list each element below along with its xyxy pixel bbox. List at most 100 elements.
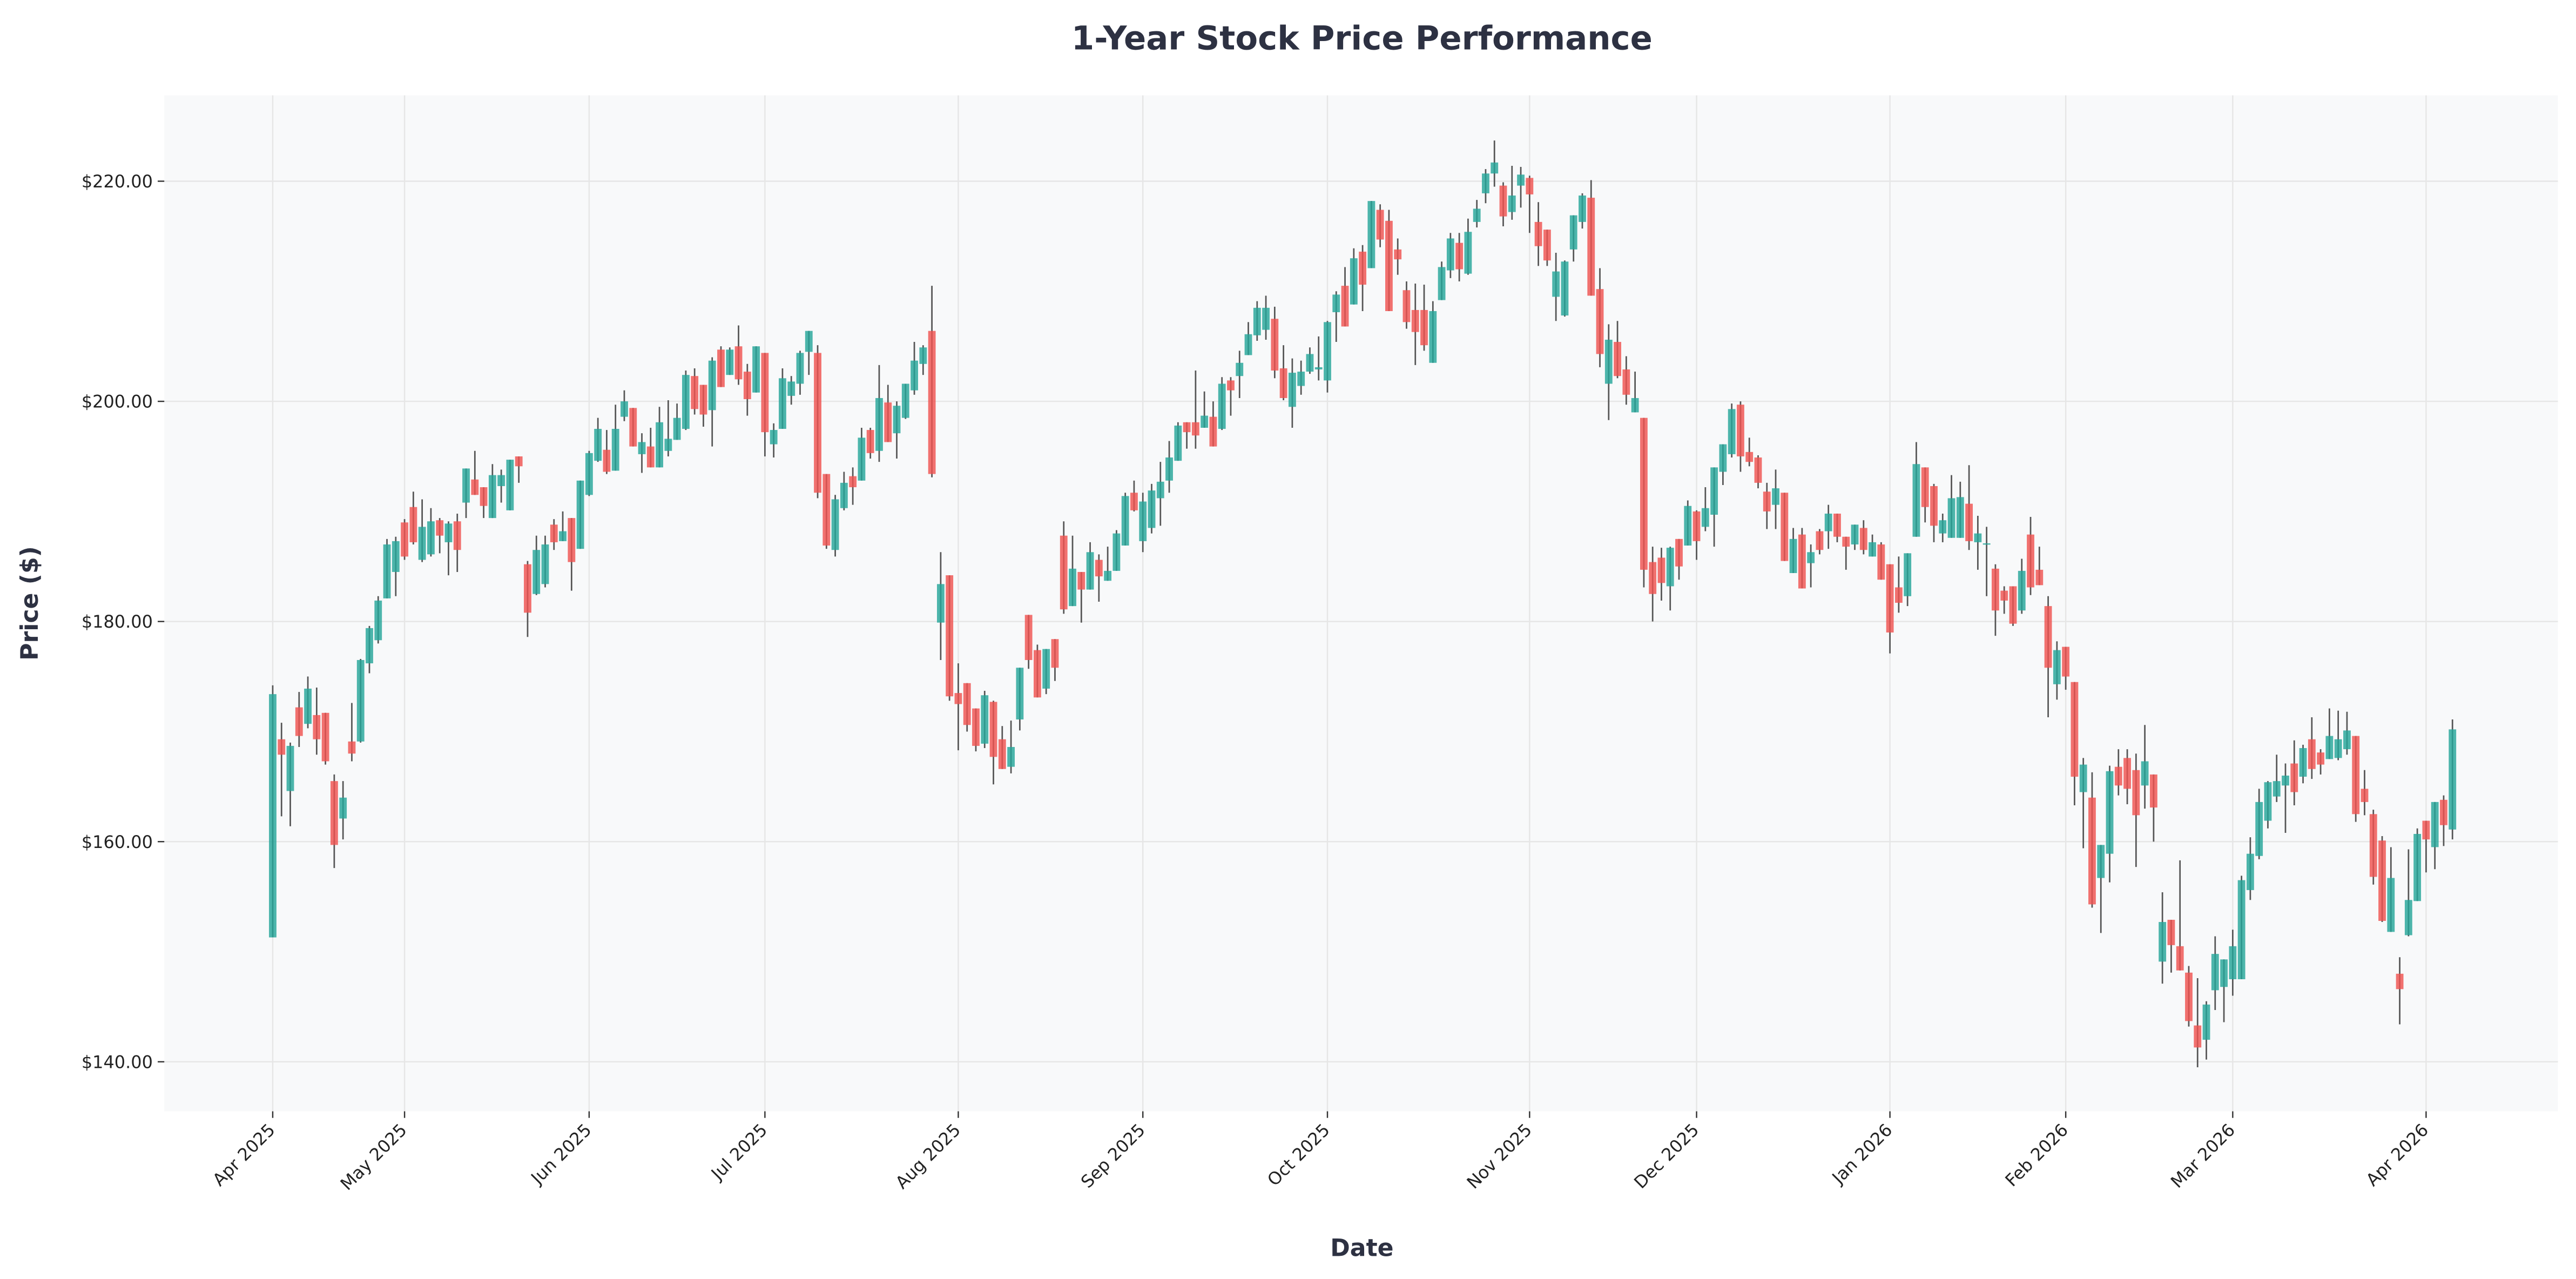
candle-down xyxy=(2396,957,2404,1025)
candle-body xyxy=(1833,513,1841,537)
candle-body xyxy=(866,430,874,453)
candle-body xyxy=(2000,590,2008,601)
candle-up xyxy=(1789,528,1797,573)
candle-down xyxy=(1965,465,1973,550)
candle-body xyxy=(1104,570,1112,581)
candle-down xyxy=(1992,564,1999,636)
candle-down xyxy=(1051,639,1059,681)
candle-up xyxy=(374,596,382,644)
candle-body xyxy=(506,460,514,510)
candle-body xyxy=(1728,409,1736,454)
candle-body xyxy=(1877,544,1885,580)
candle-up xyxy=(1007,721,1015,773)
candle-body xyxy=(814,353,821,493)
candle-down xyxy=(1587,180,1595,296)
candle-up xyxy=(2237,876,2245,979)
candle-down xyxy=(1034,644,1041,698)
candle-body xyxy=(1526,178,1534,194)
candle-body xyxy=(2185,972,2193,1021)
candle-body xyxy=(1482,173,1489,193)
candle-down xyxy=(629,408,637,447)
candle-up xyxy=(1332,291,1340,342)
candle-body xyxy=(831,499,839,550)
candle-up xyxy=(1956,481,1964,538)
candle-down xyxy=(2071,682,2079,805)
candle-down xyxy=(1675,538,1683,580)
candle-body xyxy=(2325,736,2334,759)
candle-body xyxy=(330,781,338,845)
candle-body xyxy=(2361,789,2369,802)
candle-body xyxy=(1446,238,1454,271)
candle-body xyxy=(1939,520,1947,534)
candle-up xyxy=(1684,500,1692,546)
candle-down xyxy=(453,513,461,572)
candle-up xyxy=(1982,527,1991,596)
candle-body xyxy=(2246,853,2254,890)
candle-up xyxy=(664,400,672,456)
candle-down xyxy=(1833,513,1841,542)
candle-up xyxy=(1236,351,1244,398)
candle-body xyxy=(2387,878,2395,932)
candle-body xyxy=(418,527,426,560)
candle-up xyxy=(726,347,734,375)
candle-up xyxy=(1772,469,1779,529)
candle-down xyxy=(1781,493,1789,561)
candle-up xyxy=(1904,553,1912,607)
candle-up xyxy=(1912,442,1920,537)
candle-down xyxy=(1877,542,1885,580)
candle-up xyxy=(1728,403,1736,458)
candle-up xyxy=(1156,462,1164,526)
y-axis-ticks: $140.00 $160.00 $180.00 $200.00 $220.00 xyxy=(82,171,165,1072)
candle-body xyxy=(2431,802,2439,847)
candle-body xyxy=(2079,764,2087,792)
candle-up xyxy=(831,495,839,557)
candle-body xyxy=(339,797,347,819)
candle-body xyxy=(453,521,461,550)
candle-body xyxy=(541,544,549,584)
candle-body xyxy=(295,707,303,736)
candle-up xyxy=(339,781,347,840)
y-tick-label: $180.00 xyxy=(82,611,153,632)
candle-body xyxy=(1411,309,1419,332)
candle-body xyxy=(2106,771,2114,854)
candle-body xyxy=(559,531,567,541)
candle-body xyxy=(383,544,391,598)
candle-body xyxy=(269,694,277,938)
candle-body xyxy=(1596,289,1604,354)
candle-up xyxy=(1569,215,1577,262)
candle-body xyxy=(1701,508,1709,527)
candle-down xyxy=(1640,418,1648,588)
candle-body xyxy=(480,487,488,506)
candle-down xyxy=(313,687,321,755)
candle-body xyxy=(1842,536,1850,547)
candle-body xyxy=(1244,334,1252,355)
candle-body xyxy=(2097,845,2105,878)
candle-body xyxy=(1534,221,1542,246)
candle-up xyxy=(1482,169,1489,204)
candle-body xyxy=(1587,198,1595,296)
candle-body xyxy=(524,564,531,613)
candle-body xyxy=(576,480,584,549)
candle-down xyxy=(972,708,980,752)
candle-up xyxy=(1710,467,1718,547)
candle-down xyxy=(1420,285,1428,351)
candle-body xyxy=(743,372,751,400)
candle-body xyxy=(2290,763,2298,792)
candle-up xyxy=(2141,725,2149,809)
candle-body xyxy=(629,408,637,447)
candle-down xyxy=(2062,647,2070,690)
candle-down xyxy=(1455,233,1464,281)
candle-up xyxy=(497,469,505,503)
candle-down xyxy=(2088,772,2096,908)
candle-up xyxy=(893,401,901,459)
candle-down xyxy=(1763,482,1771,529)
candle-down xyxy=(1411,284,1419,365)
candle-up xyxy=(594,418,602,462)
candle-up xyxy=(1473,200,1481,228)
candle-down xyxy=(1376,204,1384,247)
candle-body xyxy=(2211,954,2219,991)
candle-up xyxy=(2229,930,2237,996)
candle-up xyxy=(356,658,365,743)
candle-body xyxy=(972,708,980,746)
candle-body xyxy=(401,522,409,557)
